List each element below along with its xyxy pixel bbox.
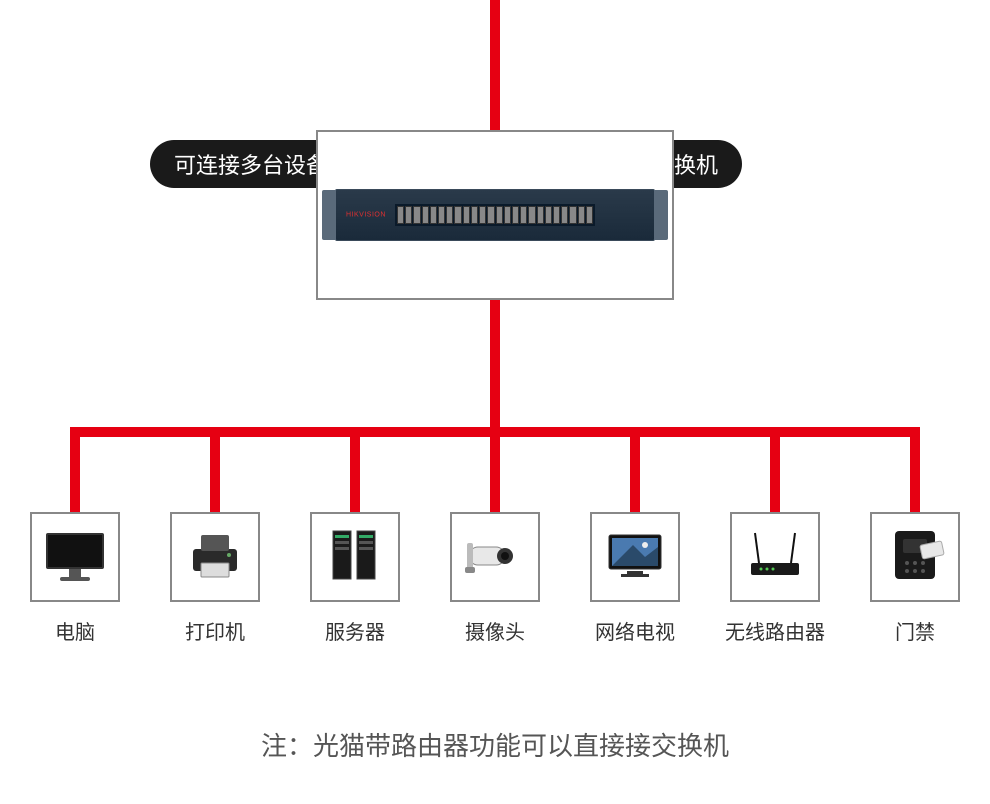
device-label: 打印机 [185, 616, 245, 645]
device-label: 摄像头 [465, 616, 525, 645]
device-server: 服务器 [310, 512, 400, 645]
tv-icon [603, 523, 667, 592]
access-control-icon [883, 523, 947, 592]
monitor-icon [46, 533, 104, 581]
switch-ports-icon [395, 204, 595, 226]
footnote-text: 注：光猫带路由器功能可以直接接交换机 [0, 726, 990, 763]
server-icon [323, 523, 387, 592]
switch-box: HIKVISION [316, 130, 674, 300]
device-camera: 摄像头 [450, 512, 540, 645]
device-tv: 网络电视 [590, 512, 680, 645]
device-row: 电脑 打印机 [0, 512, 990, 645]
device-label: 门禁 [895, 616, 935, 645]
device-printer: 打印机 [170, 512, 260, 645]
device-label: 服务器 [325, 616, 385, 645]
network-switch-icon: HIKVISION [335, 189, 655, 241]
router-icon [743, 523, 807, 592]
printer-icon [183, 523, 247, 592]
device-access: 门禁 [870, 512, 960, 645]
device-label: 电脑 [55, 616, 95, 645]
camera-icon [463, 523, 527, 592]
device-pc: 电脑 [30, 512, 120, 645]
switch-brand-label: HIKVISION [346, 212, 386, 219]
device-router: 无线路由器 [730, 512, 820, 645]
device-label: 网络电视 [595, 616, 675, 645]
device-label: 无线路由器 [725, 616, 825, 645]
connection-lines [0, 0, 990, 804]
